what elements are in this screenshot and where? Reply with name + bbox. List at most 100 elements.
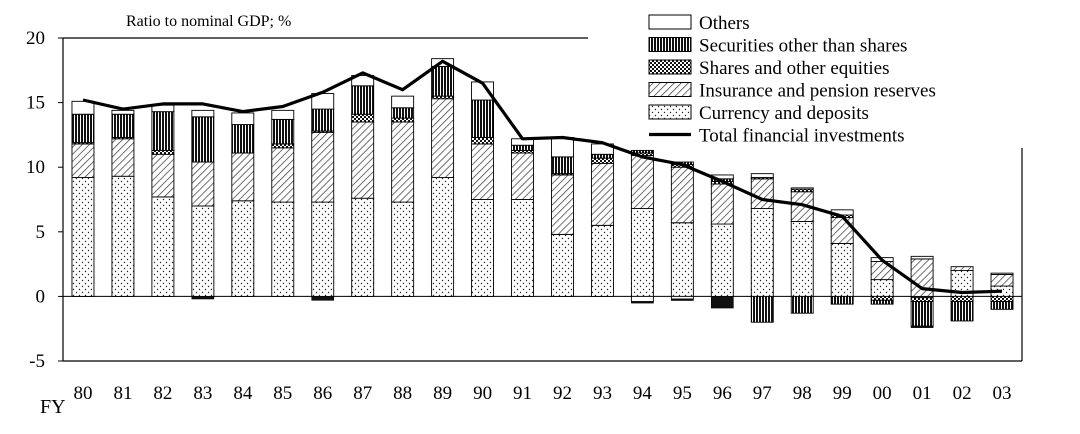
bar-segment-negative-small xyxy=(311,296,335,301)
bar-segment-cross xyxy=(950,295,974,303)
bar-stack-84 xyxy=(231,112,255,297)
x-tick-label: 89 xyxy=(433,383,452,404)
y-tick-label: 0 xyxy=(36,286,46,307)
x-tick-label: 85 xyxy=(273,383,292,404)
total-line-series xyxy=(82,59,1003,295)
bar-segment-vlines xyxy=(391,107,415,119)
legend-label: Others xyxy=(699,13,750,34)
bar-segment-dots xyxy=(111,175,135,297)
bar-segment-vlines xyxy=(471,99,495,138)
bar-segment-dots xyxy=(351,197,375,297)
bar-segment-vlines xyxy=(511,144,534,151)
bar-stack-90 xyxy=(471,81,495,297)
x-tick-label: 96 xyxy=(713,383,732,404)
bar-segment-hatch xyxy=(271,147,295,203)
bar-segment-negative-small xyxy=(910,325,934,328)
x-axis-label: FY xyxy=(40,396,66,418)
bar-segment-negative-small xyxy=(711,296,734,309)
bar-segment-vlines xyxy=(590,153,614,159)
bar-segment-blank xyxy=(910,255,934,260)
x-tick-label: 87 xyxy=(353,383,372,404)
bar-stack-80 xyxy=(71,100,95,297)
bar-segment-blank xyxy=(191,109,215,118)
bar-segment-vlines xyxy=(271,118,295,145)
x-tick-label: 93 xyxy=(593,383,612,404)
bar-stack-91 xyxy=(511,138,534,297)
bar-segment-cross xyxy=(391,117,415,123)
bar-segment-blank xyxy=(790,187,814,190)
y-tick-label: 15 xyxy=(26,93,45,114)
bar-stack-98 xyxy=(790,187,814,314)
legend-entry: Others xyxy=(648,13,750,34)
x-tick-label: 82 xyxy=(153,383,172,404)
bar-segment-vlines xyxy=(750,295,774,323)
bar-segment-cross xyxy=(351,113,375,123)
bar-segment-hatch xyxy=(111,138,135,177)
bar-stack-83 xyxy=(191,109,215,300)
legend-entry: Shares and other equities xyxy=(648,58,889,79)
y-tick-label: 10 xyxy=(26,157,45,178)
x-tick-label: 03 xyxy=(993,383,1012,404)
x-axis-ticks: 80 81 82 83 84 85 86 87 88 89 90 91 92 93 94 95 96 97 98 99… xyxy=(73,383,1011,404)
x-tick-label: 92 xyxy=(553,383,572,404)
bar-segment-vlines xyxy=(870,299,894,305)
bar-segment-hatch xyxy=(750,178,774,209)
bar-segment-hatch xyxy=(311,131,335,203)
legend-swatch-vlines xyxy=(648,37,692,52)
bar-segment-hatch xyxy=(231,152,255,202)
bar-segment-blank xyxy=(990,272,1014,275)
x-tick-label: 95 xyxy=(673,383,692,404)
bar-segment-dots xyxy=(590,224,614,297)
bar-stack-93 xyxy=(590,143,614,297)
bar-segment-dots xyxy=(870,279,894,297)
bar-segment-blank xyxy=(111,109,135,115)
bar-segment-vlines xyxy=(351,85,375,115)
bar-segment-blank xyxy=(271,109,295,120)
bar-stack-81 xyxy=(111,109,135,297)
bar-segment-vlines xyxy=(191,116,215,163)
x-tick-label: 83 xyxy=(193,383,212,404)
bar-segment-hatch xyxy=(830,217,854,244)
bar-segment-blank xyxy=(351,75,375,87)
bar-segment-cross xyxy=(910,297,934,303)
bar-segment-dots xyxy=(551,233,574,297)
legend-label: Securities other than shares xyxy=(699,36,907,57)
bar-stack-92 xyxy=(551,137,574,297)
bar-stack-88 xyxy=(391,95,415,297)
bar-segment-cross xyxy=(271,143,295,149)
bar-segment-hatch xyxy=(151,153,175,198)
bar-segment-hatch xyxy=(511,152,534,200)
legend-swatch-hatch xyxy=(648,82,692,97)
bar-stack-96 xyxy=(710,174,734,309)
bar-stack-89 xyxy=(431,58,455,297)
x-tick-label: 81 xyxy=(113,383,132,404)
bar-segment-blank xyxy=(231,112,255,126)
bar-segment-dots xyxy=(391,201,415,297)
bar-segment-vlines xyxy=(910,301,934,327)
bar-segment-dots xyxy=(830,242,854,297)
legend-label: Total financial investments xyxy=(699,126,905,147)
bar-segment-dots xyxy=(750,208,774,297)
bar-segment-vlines xyxy=(431,65,455,97)
bar-segment-dots xyxy=(271,201,295,297)
x-tick-label: 97 xyxy=(753,383,772,404)
bar-segment-vlines xyxy=(990,301,1014,310)
bar-stack-03 xyxy=(990,272,1014,310)
bar-stacks xyxy=(71,58,1014,328)
bar-segment-cross xyxy=(151,149,175,155)
x-tick-label: 91 xyxy=(513,383,532,404)
bar-stack-82 xyxy=(151,104,175,297)
x-tick-label: 84 xyxy=(233,383,253,404)
bar-segment-hatch xyxy=(351,121,375,199)
bar-segment-hatch xyxy=(630,155,654,209)
legend-entry: Currency and deposits xyxy=(648,103,869,124)
bar-segment-blank xyxy=(630,295,654,303)
bar-segment-dots xyxy=(710,223,734,297)
bar-segment-blank xyxy=(391,95,415,109)
x-tick-label: 86 xyxy=(313,383,332,404)
bar-stack-94 xyxy=(630,149,654,304)
bar-segment-vlines xyxy=(151,111,175,151)
bar-segment-vlines xyxy=(790,295,814,314)
